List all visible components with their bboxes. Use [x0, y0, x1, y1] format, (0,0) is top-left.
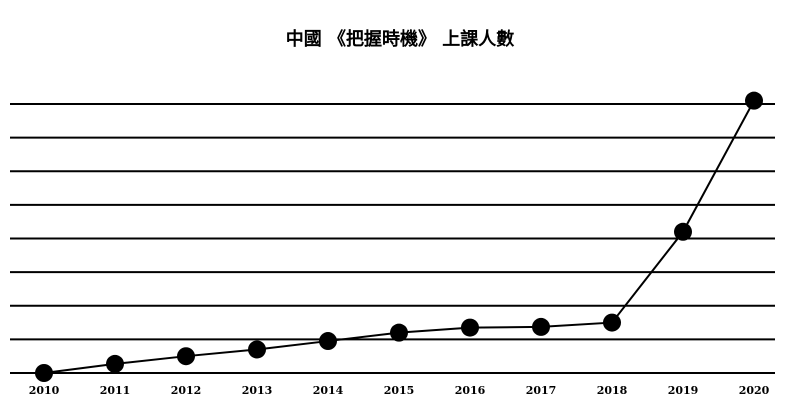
- x-tick-label: 2018: [597, 384, 628, 397]
- marker: [603, 313, 621, 332]
- x-tick-label: 2013: [242, 384, 273, 397]
- x-tick-label: 2019: [668, 384, 699, 397]
- marker: [177, 347, 195, 366]
- marker: [390, 323, 408, 342]
- marker: [674, 222, 692, 241]
- marker: [106, 354, 124, 373]
- x-tick-label: 2016: [455, 384, 486, 397]
- x-tick-label: 2020: [739, 384, 770, 397]
- x-tick-label: 2014: [313, 384, 344, 397]
- x-tick-label: 2015: [384, 384, 415, 397]
- marker: [745, 91, 763, 110]
- marker: [248, 340, 266, 359]
- x-tick-label: 2011: [100, 384, 131, 397]
- x-tick-label: 2017: [526, 384, 557, 397]
- x-tick-label: 2012: [171, 384, 202, 397]
- marker: [532, 317, 550, 336]
- marker: [35, 364, 53, 382]
- marker: [461, 318, 479, 337]
- x-tick-label: 2010: [29, 384, 60, 397]
- chart-title: 中國 《把握時機》 上課人數: [286, 28, 515, 50]
- marker: [319, 332, 337, 351]
